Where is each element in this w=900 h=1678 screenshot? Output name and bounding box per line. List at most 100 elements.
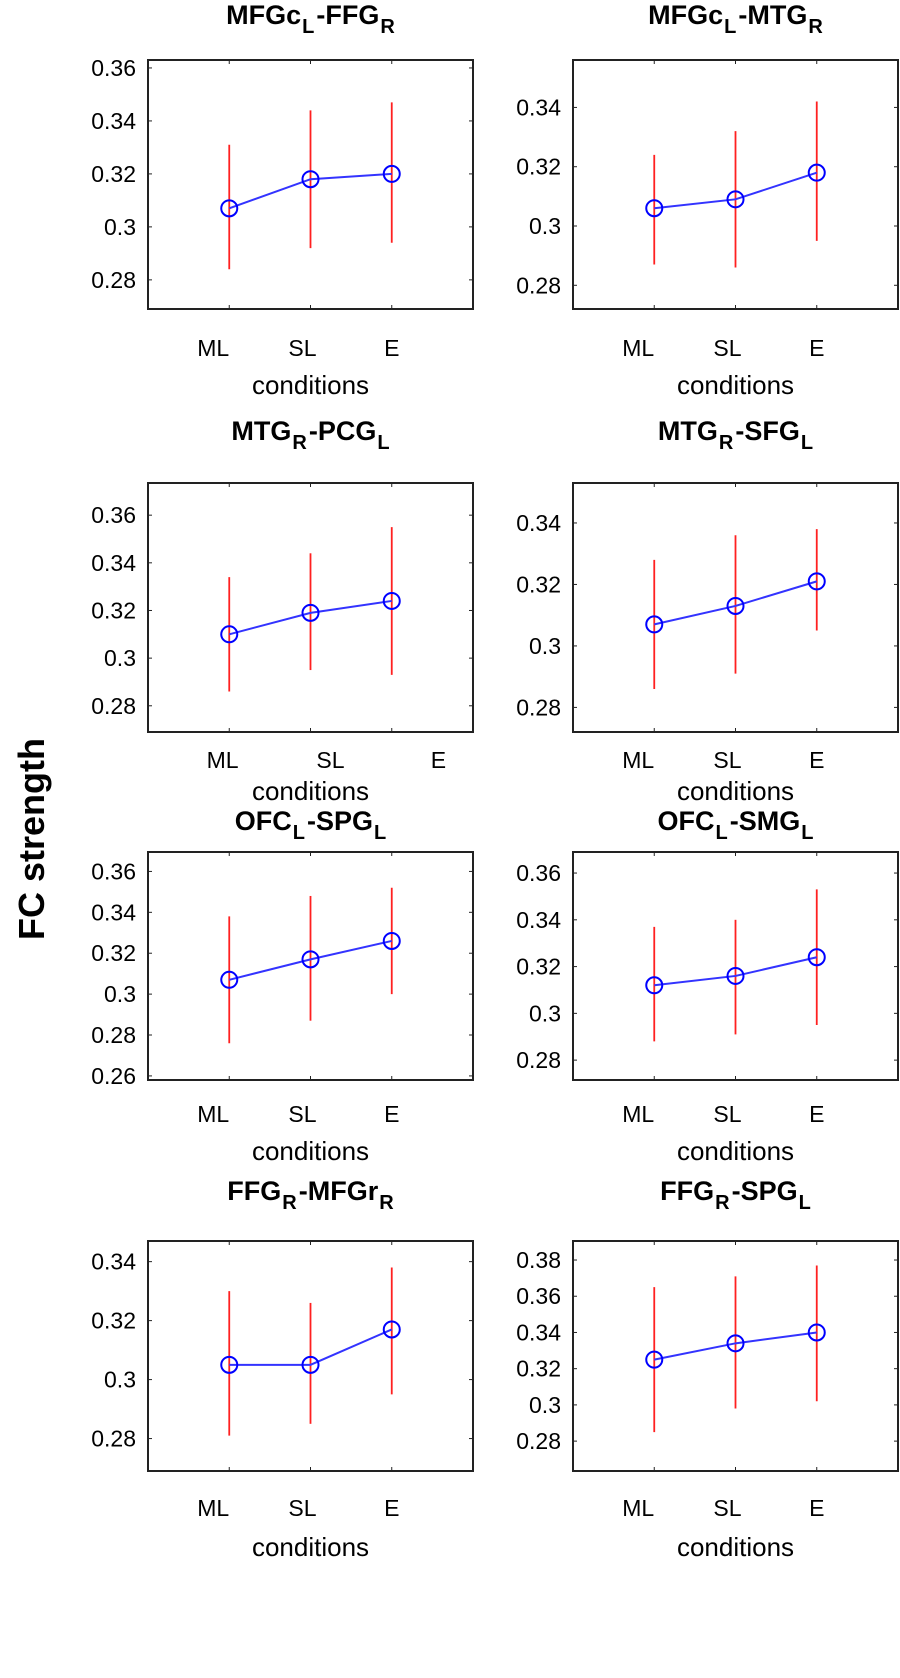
title-subscript: L [724,16,736,38]
title-part: MFGc [226,0,301,30]
series-line [654,956,817,987]
title-part: FFG [660,1176,714,1206]
title-part: -MTG [738,0,807,30]
data-point [301,950,320,969]
y-tick-label: 0.34 [91,899,136,925]
x-axis-label: conditions [252,776,369,806]
data-point [645,615,664,634]
x-tick-label: SL [713,747,741,773]
y-tick-label: 0.36 [516,860,561,886]
data-point [301,170,320,189]
title-subscript: L [799,1192,811,1214]
title-part: OFC [235,806,292,836]
x-tick-label: ML [207,747,239,773]
data-point [382,591,401,610]
y-tick-label: 0.3 [104,645,136,671]
title-part: MTG [231,416,291,446]
data-point [726,190,745,209]
title-subscript: R [719,432,734,454]
x-tick-label: ML [622,747,654,773]
x-tick-label: E [384,335,399,361]
y-tick-label: 0.26 [91,1063,136,1089]
x-axis-label: conditions [677,370,794,400]
series-line [229,1328,393,1366]
data-point [382,1320,401,1339]
subplot-title: FFGR-MFGrR [227,1176,394,1214]
data-point [807,163,826,182]
title-part: FFG [227,1176,281,1206]
y-tick-label: 0.28 [516,1428,561,1454]
subplot-title: FFGR-SPGL [660,1176,811,1214]
x-tick-label: ML [197,1495,229,1521]
data-point [645,1350,664,1369]
data-point [220,199,239,218]
x-axis-label: conditions [252,370,369,400]
data-point [726,596,745,615]
title-subscript: L [302,16,314,38]
y-tick-label: 0.32 [516,154,561,180]
subplot-title: MTGR-SFGL [658,416,813,454]
title-subscript: L [374,822,386,844]
series-line [228,172,392,210]
y-tick-label: 0.28 [91,693,136,719]
y-tick-label: 0.34 [516,510,561,536]
title-subscript: R [282,1192,297,1214]
x-tick-label: SL [288,335,316,361]
data-point [220,625,239,644]
data-point [645,976,664,995]
data-point [220,1355,239,1374]
data-point [220,970,239,989]
y-tick-label: 0.32 [91,1308,136,1334]
x-tick-label: E [809,1495,824,1521]
title-part: MFGc [648,0,723,30]
subplot-title: OFCL-SMGL [658,806,814,844]
title-subscript: R [715,1192,730,1214]
y-tick-label: 0.32 [91,161,136,187]
subplot-8: FFGR-SPGL 0.28 0.3 0.32 0.34 0.36 0.38 ML SL Econ… [516,1176,899,1562]
title-subscript: R [380,16,395,38]
y-tick-label: 0.38 [516,1247,561,1273]
x-tick-label: E [809,747,824,773]
data-point [807,948,826,967]
x-tick-label: SL [288,1495,316,1521]
title-part: -SFG [735,416,800,446]
y-tick-label: 0.32 [516,954,561,980]
data-point [645,199,664,218]
y-tick-label: 0.3 [529,1392,561,1418]
y-tick-label: 0.36 [516,1283,561,1309]
y-tick-label: 0.28 [516,694,561,720]
data-point [301,1355,320,1374]
y-tick-label: 0.3 [104,1367,136,1393]
y-tick-label: 0.32 [91,940,136,966]
y-tick-label: 0.28 [516,1047,561,1073]
y-tick-label: 0.3 [529,213,561,239]
series-line [229,939,392,981]
title-subscript: L [801,432,813,454]
data-point [382,164,401,183]
y-axis-label: FC strength [11,738,52,940]
x-tick-label: SL [713,1495,741,1521]
x-axis-label: conditions [252,1532,369,1562]
y-tick-label: 0.3 [529,1000,561,1026]
x-tick-label: ML [622,1101,654,1127]
y-tick-label: 0.36 [91,858,136,884]
x-tick-label: E [431,747,446,773]
title-part: -FFG [316,0,379,30]
x-tick-label: E [809,1101,824,1127]
y-tick-label: 0.34 [516,94,561,120]
y-tick-label: 0.34 [516,907,561,933]
title-part: -SMG [730,806,801,836]
title-subscript: L [293,822,305,844]
title-part: -MFGr [299,1176,379,1206]
x-tick-label: ML [197,335,229,361]
data-point [726,1334,745,1353]
title-subscript: R [379,1192,394,1214]
series-line [654,171,818,210]
x-axis-label: conditions [677,1532,794,1562]
x-tick-label: SL [713,335,741,361]
